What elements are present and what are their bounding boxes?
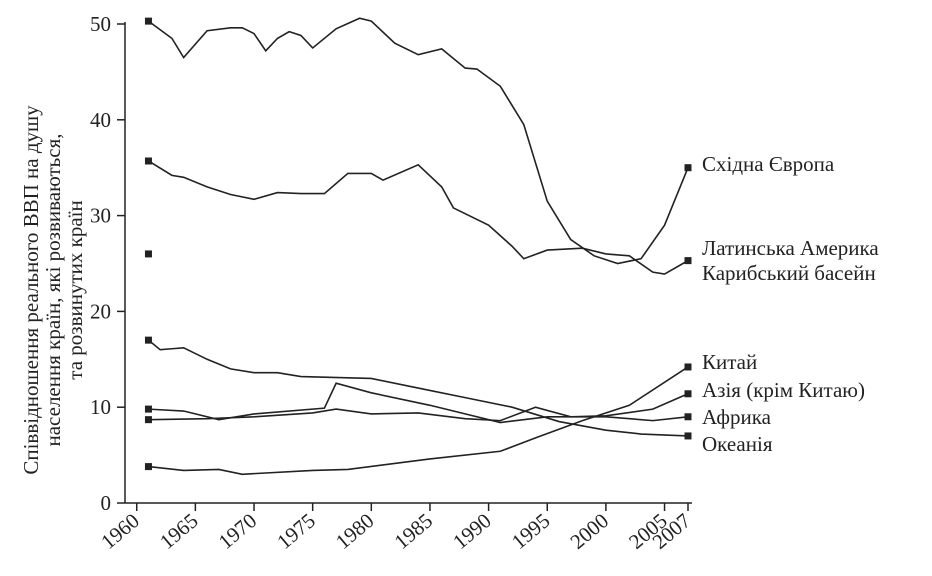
series-label: Китай [702,350,758,374]
y-tick-label: 10 [90,395,111,419]
marker [684,363,692,371]
series-line [147,339,689,437]
marker [144,463,152,471]
marker [684,413,692,421]
series-line [148,366,689,476]
x-tick-label: 1980 [331,508,379,553]
marker [144,250,152,258]
marker [684,257,692,265]
series-line [148,160,689,275]
x-tick-label: 1990 [448,508,496,553]
y-axis-label: населення країн, які розвиваються, [41,134,65,447]
y-tick-label: 0 [101,491,112,515]
y-tick-label: 40 [90,108,111,132]
marker [144,336,152,344]
y-tick-label: 50 [90,12,111,36]
x-tick-label: 1975 [272,508,320,553]
marker [684,164,692,172]
x-tick-label: 2000 [566,508,614,553]
x-tick-label: 1995 [507,508,555,553]
series-label: Азія (крім Китаю) [702,378,865,402]
series-line [147,17,689,265]
y-tick-label: 30 [90,204,111,228]
series-label: Латинська Америка Карибський басейн [702,236,879,285]
y-tick-label: 20 [90,299,111,323]
series-label: Океанія [702,432,773,456]
x-tick-label: 1965 [155,508,203,553]
marker [144,17,152,25]
marker [684,432,692,440]
marker [684,390,692,398]
x-tick-label: 1970 [214,508,262,553]
marker [144,405,152,413]
marker [144,157,152,165]
y-axis-label: Співвідношення реального ВВП на душу [19,105,43,475]
y-axis-label: та розвинутих країн [63,200,87,379]
x-tick-label: 1960 [96,508,144,553]
marker [144,416,152,424]
series-label: Африка [702,405,771,429]
x-tick-label: 1985 [390,508,438,553]
series-line [148,382,689,424]
series-label: Східна Європа [702,152,835,176]
